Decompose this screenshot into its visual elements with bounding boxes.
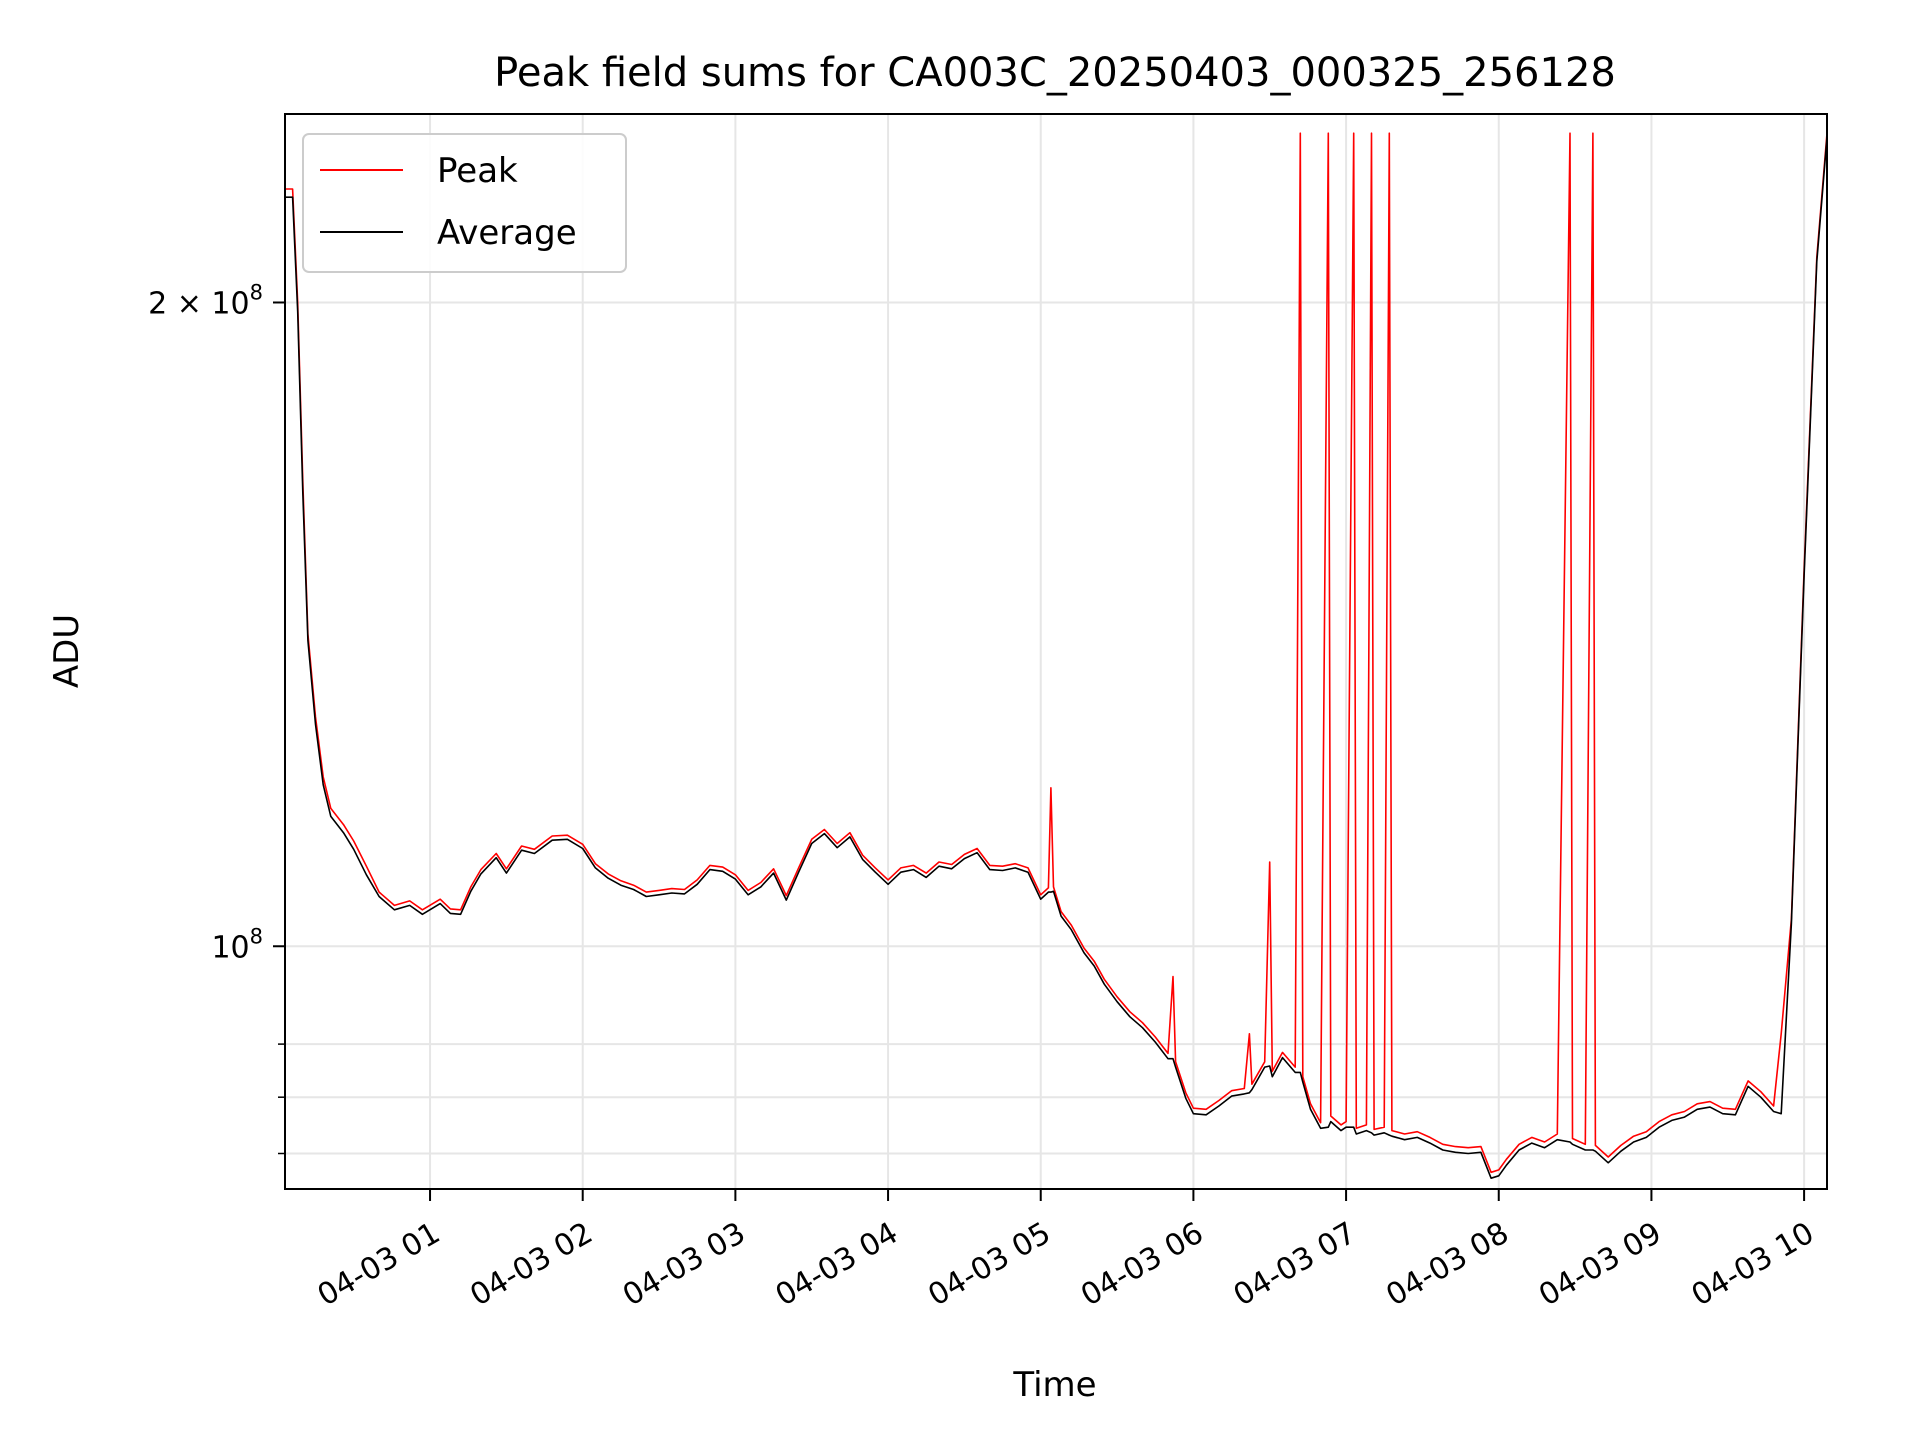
- chart-title: Peak field sums for CA003C_20250403_0003…: [494, 50, 1616, 96]
- plot-frame: [284, 113, 1828, 1190]
- series-line-average: [285, 136, 1827, 1179]
- y-axis-label: ADU: [47, 614, 87, 688]
- legend-label-peak: Peak: [437, 151, 518, 191]
- legend-frame: [302, 133, 627, 273]
- x-axis-label: Time: [1012, 1365, 1096, 1405]
- plot-area: [285, 132, 1827, 1179]
- legend: Peak Average: [302, 133, 627, 273]
- grid-lines: [285, 114, 1827, 1189]
- series-line-peak: [285, 132, 1827, 1174]
- y-tick-label: 108: [211, 924, 263, 965]
- y-tick-label: 2 × 108: [148, 280, 263, 321]
- legend-label-average: Average: [437, 213, 577, 253]
